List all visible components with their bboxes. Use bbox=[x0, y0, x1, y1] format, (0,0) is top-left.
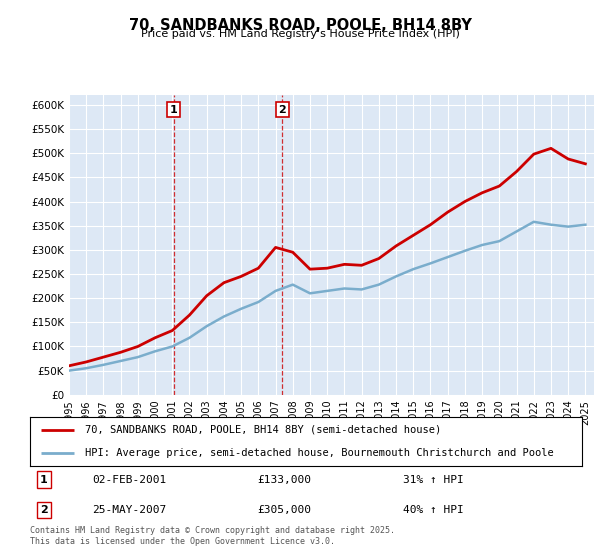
Text: 2: 2 bbox=[278, 105, 286, 115]
Text: 70, SANDBANKS ROAD, POOLE, BH14 8BY: 70, SANDBANKS ROAD, POOLE, BH14 8BY bbox=[128, 18, 472, 33]
Text: £305,000: £305,000 bbox=[257, 505, 311, 515]
Text: 31% ↑ HPI: 31% ↑ HPI bbox=[403, 475, 463, 485]
Text: 2: 2 bbox=[40, 505, 47, 515]
Text: 1: 1 bbox=[40, 475, 47, 485]
Text: 25-MAY-2007: 25-MAY-2007 bbox=[92, 505, 166, 515]
Text: £133,000: £133,000 bbox=[257, 475, 311, 485]
Text: Price paid vs. HM Land Registry's House Price Index (HPI): Price paid vs. HM Land Registry's House … bbox=[140, 29, 460, 39]
Text: 02-FEB-2001: 02-FEB-2001 bbox=[92, 475, 166, 485]
Text: 70, SANDBANKS ROAD, POOLE, BH14 8BY (semi-detached house): 70, SANDBANKS ROAD, POOLE, BH14 8BY (sem… bbox=[85, 425, 442, 435]
Text: 40% ↑ HPI: 40% ↑ HPI bbox=[403, 505, 463, 515]
Text: 1: 1 bbox=[170, 105, 178, 115]
Text: Contains HM Land Registry data © Crown copyright and database right 2025.
This d: Contains HM Land Registry data © Crown c… bbox=[30, 526, 395, 546]
Text: HPI: Average price, semi-detached house, Bournemouth Christchurch and Poole: HPI: Average price, semi-detached house,… bbox=[85, 447, 554, 458]
